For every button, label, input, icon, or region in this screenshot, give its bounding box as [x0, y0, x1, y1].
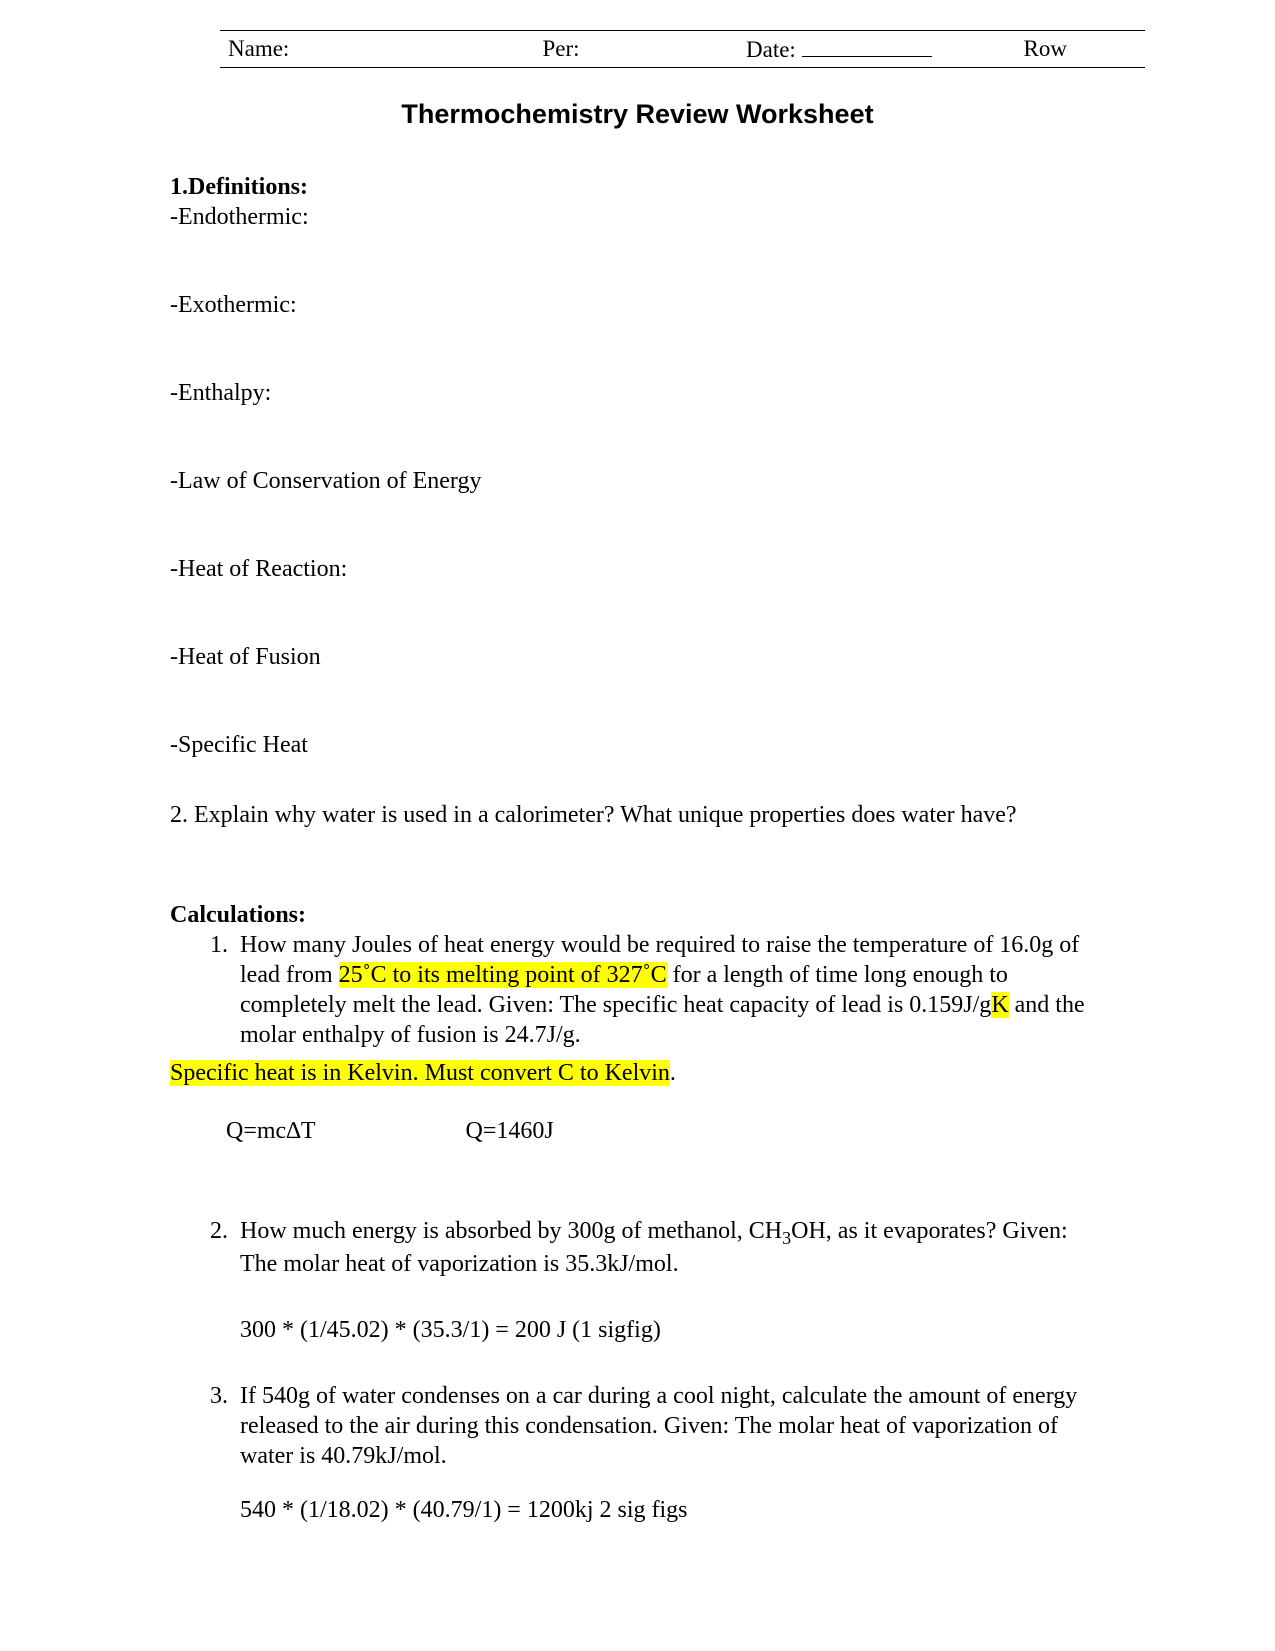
calc-q3-text: If 540g of water condenses on a car duri…	[240, 1383, 1077, 1469]
date-label: Date:	[746, 37, 796, 62]
def-heat-fusion: -Heat of Fusion	[170, 642, 1105, 672]
calc-q1-note-wrap: Specific heat is in Kelvin. Must convert…	[170, 1058, 1105, 1088]
def-conservation: -Law of Conservation of Energy	[170, 466, 1105, 496]
page-title: Thermochemistry Review Worksheet	[170, 98, 1105, 132]
def-exothermic: -Exothermic:	[170, 290, 1105, 320]
header-table: Name: Per: Date: Row	[220, 30, 1145, 68]
def-enthalpy: -Enthalpy:	[170, 378, 1105, 408]
calc-q1-eq-right: Q=1460J	[466, 1118, 554, 1144]
calc-q2: How much energy is absorbed by 300g of m…	[234, 1216, 1105, 1345]
calc-q3: If 540g of water condenses on a car duri…	[234, 1381, 1105, 1525]
definitions-section: 1.Definitions: -Endothermic: -Exothermic…	[170, 172, 1105, 760]
def-specific-heat: -Specific Heat	[170, 730, 1105, 760]
definitions-heading: 1.Definitions:	[170, 172, 1105, 202]
calc-q1: How many Joules of heat energy would be …	[234, 930, 1105, 1050]
calculations-section: Calculations: How many Joules of heat en…	[170, 900, 1105, 1525]
calc-q3-answer: 540 * (1/18.02) * (40.79/1) = 1200kj 2 s…	[240, 1495, 1105, 1525]
row-label: Row	[1024, 36, 1067, 61]
calc-q1-eq-left: Q=mc∆T	[226, 1118, 316, 1144]
date-underline	[802, 33, 932, 57]
calc-q2-pre: How much energy is absorbed by 300g of m…	[240, 1218, 782, 1244]
calc-q2-sub: 3	[782, 1227, 791, 1247]
calc-q1-equation-row: Q=mc∆T Q=1460J	[226, 1116, 1105, 1146]
per-label: Per:	[543, 36, 580, 61]
calc-q1-note-period: .	[670, 1060, 676, 1086]
def-heat-reaction: -Heat of Reaction:	[170, 554, 1105, 584]
header-date-cell: Date:	[738, 31, 1016, 68]
header-name-cell: Name:	[220, 31, 535, 68]
calculations-list-2: How much energy is absorbed by 300g of m…	[170, 1216, 1105, 1525]
name-label: Name:	[228, 36, 289, 61]
calc-q1-note: Specific heat is in Kelvin. Must convert…	[170, 1060, 670, 1086]
calculations-list: How many Joules of heat energy would be …	[170, 930, 1105, 1050]
header-per-cell: Per:	[535, 31, 739, 68]
calc-q1-hl1: 25˚C to its melting point of 327˚C	[339, 962, 667, 988]
question-2: 2. Explain why water is used in a calori…	[170, 800, 1105, 830]
calc-q1-hl2: K	[991, 992, 1008, 1018]
worksheet-page: Name: Per: Date: Row Thermochemistry Rev…	[0, 0, 1275, 1651]
def-endothermic: -Endothermic:	[170, 202, 1105, 232]
calculations-heading: Calculations:	[170, 900, 1105, 930]
calc-q2-answer: 300 * (1/45.02) * (35.3/1) = 200 J (1 si…	[240, 1315, 1105, 1345]
header-row-cell: Row	[1016, 31, 1146, 68]
